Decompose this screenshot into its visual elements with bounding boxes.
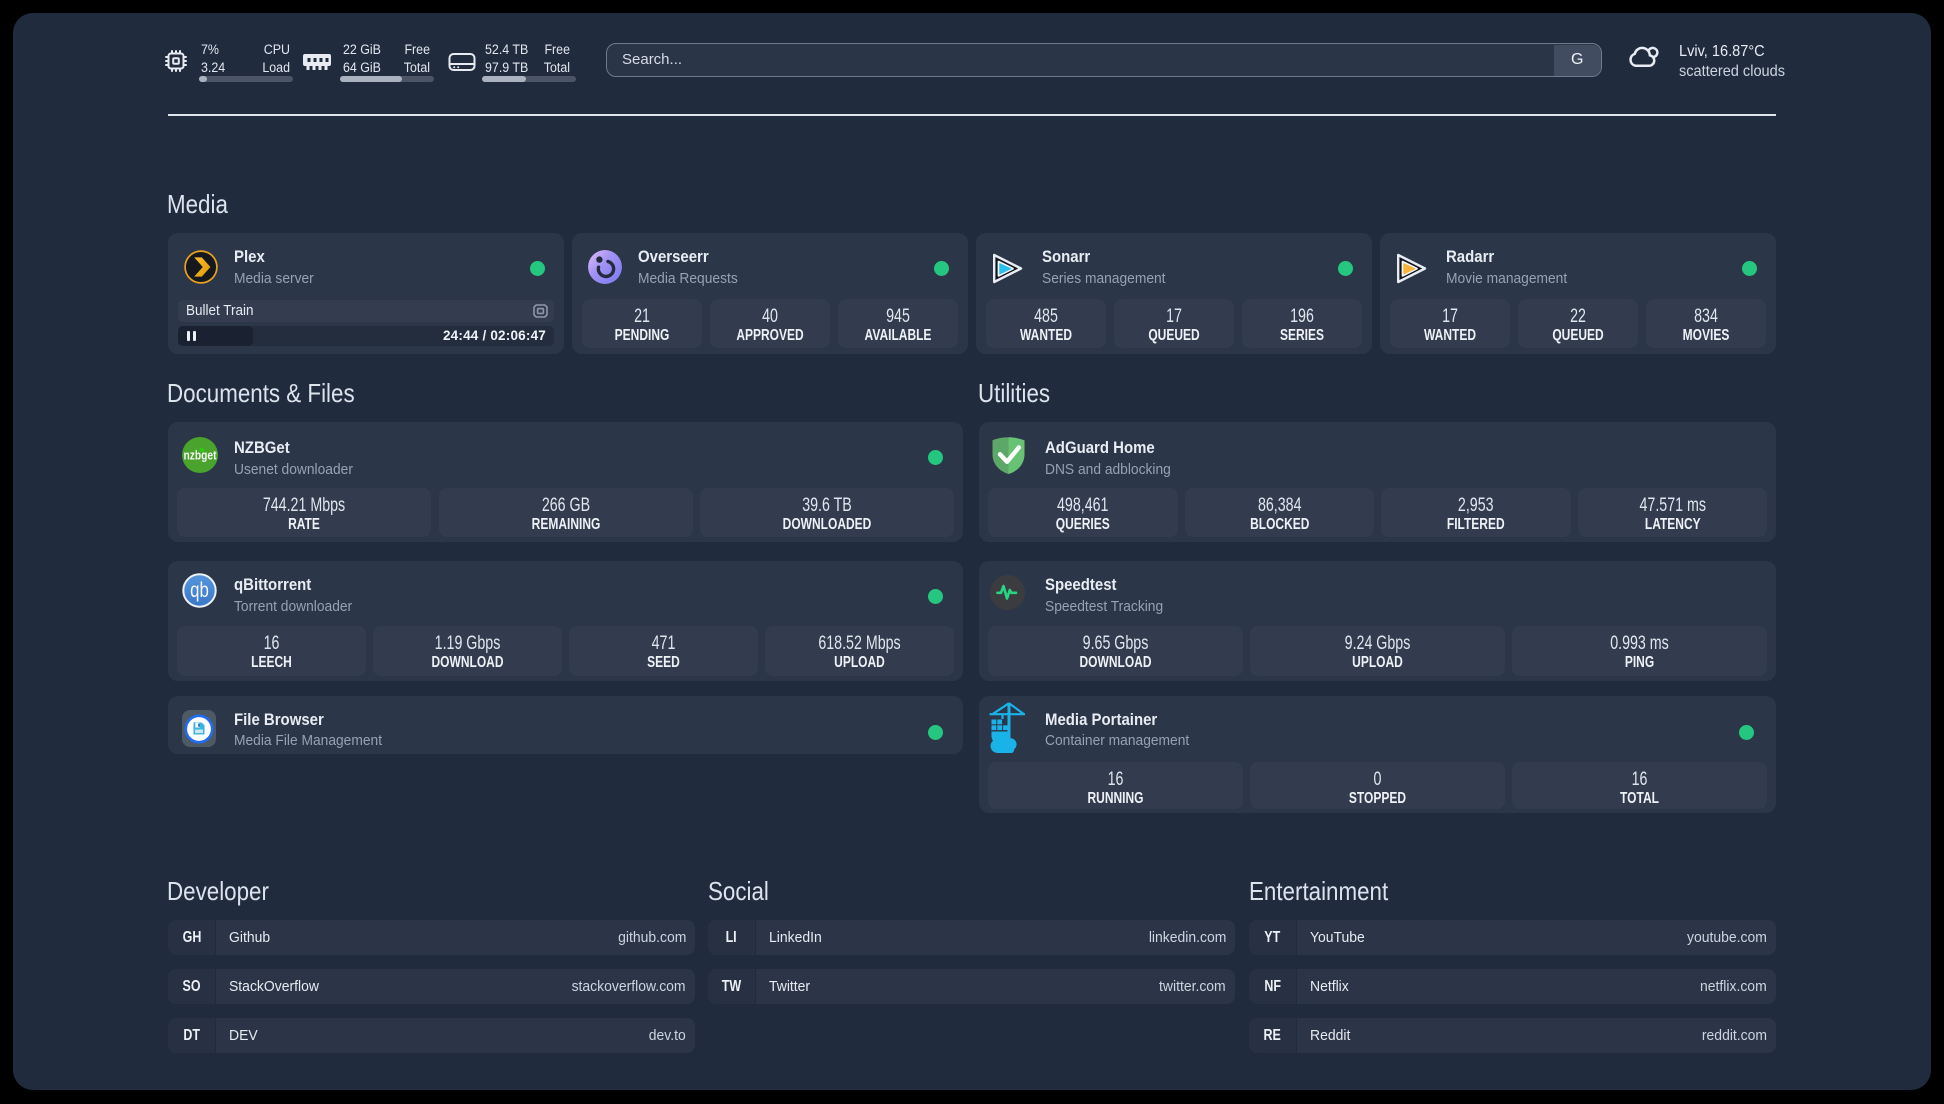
svg-text:nzbget: nzbget [183,450,216,463]
svg-text:qb: qb [190,579,209,602]
